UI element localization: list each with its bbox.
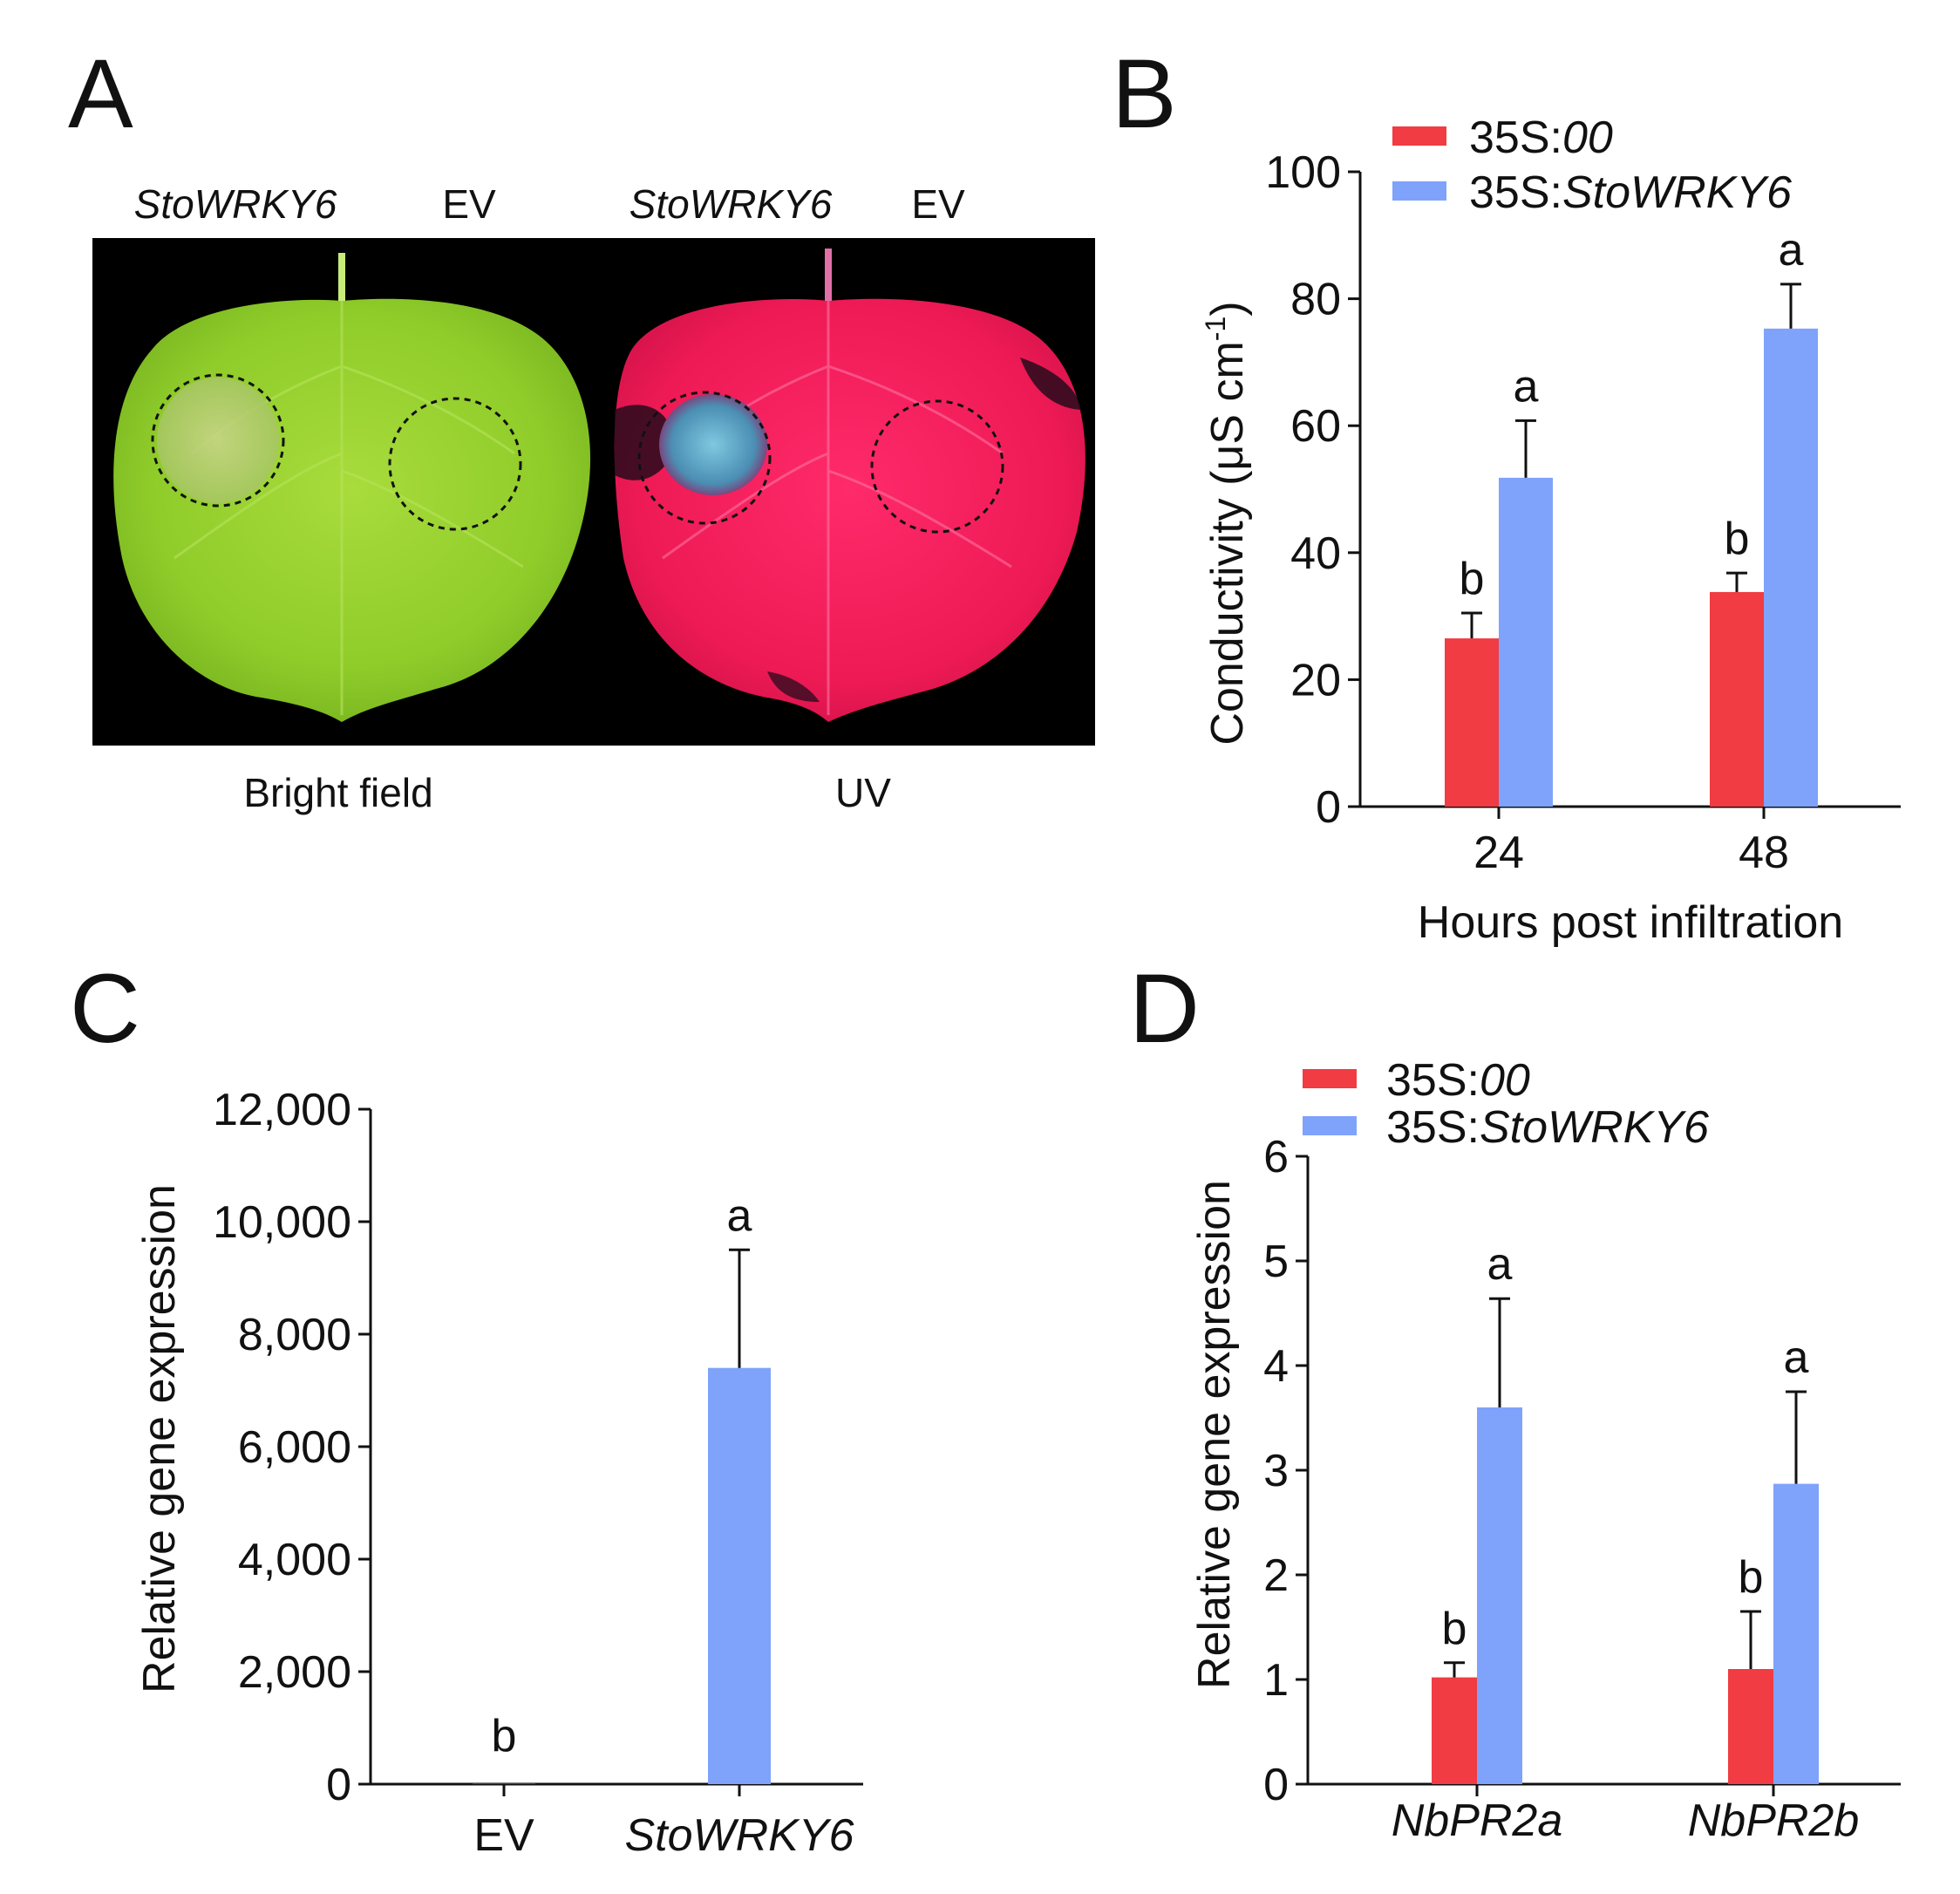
- legend-d-swatch-control: [1303, 1069, 1357, 1088]
- label-a-uv: UV: [835, 770, 891, 815]
- bar-b-35sstowrky6-24: [1499, 477, 1553, 807]
- y-tick-label-d: 4: [1263, 1341, 1289, 1392]
- label-a-bright-field: Bright field: [243, 770, 432, 815]
- panel-letter-d: D: [1129, 954, 1200, 1063]
- significance-letter-b: b: [1460, 554, 1485, 604]
- significance-letter-d: b: [1739, 1552, 1764, 1603]
- chart-d: 35S:00 35S:StoWRKY6 Relative gene expres…: [1189, 1055, 1901, 1846]
- bar-d-35s00-nbpr2a: [1432, 1677, 1477, 1784]
- y-tick-label-d: 2: [1263, 1550, 1289, 1601]
- legend-d-label-control: 35S:00: [1386, 1055, 1530, 1106]
- legend-b-swatch-treatment: [1392, 181, 1446, 201]
- legend-d-swatch-treatment: [1303, 1116, 1357, 1135]
- x-tick-label-b: 24: [1473, 828, 1524, 878]
- label-a-ev-right: EV: [911, 181, 965, 227]
- y-tick-label-b: 100: [1265, 147, 1341, 198]
- y-tick-label-c: 8,000: [238, 1310, 351, 1360]
- leaf-bright-field: [113, 253, 591, 722]
- y-tick-label-d: 3: [1263, 1446, 1289, 1496]
- legend-d-label-treatment: 35S:StoWRKY6: [1386, 1102, 1709, 1153]
- ylabel-c: Relative gene expression: [134, 1184, 185, 1693]
- significance-letter-b: a: [1514, 361, 1539, 412]
- y-tick-label-c: 0: [326, 1760, 351, 1810]
- y-tick-label-c: 4,000: [238, 1535, 351, 1585]
- bar-d-35sstowrky6-nbpr2a: [1477, 1407, 1522, 1784]
- legend-d: 35S:00 35S:StoWRKY6: [1303, 1055, 1709, 1153]
- x-tick-label-d: NbPR2b: [1688, 1795, 1860, 1846]
- y-tick-label-d: 6: [1263, 1132, 1289, 1182]
- legend-b-swatch-control: [1392, 126, 1446, 146]
- panel-letter-c: C: [70, 954, 140, 1063]
- significance-letter-b: a: [1779, 225, 1804, 276]
- y-tick-label-b: 60: [1290, 401, 1341, 452]
- label-a-stowrky6-left: StoWRKY6: [134, 181, 337, 227]
- panel-letter-a: A: [68, 39, 133, 148]
- y-tick-label-b: 20: [1290, 655, 1341, 705]
- significance-letter-d: a: [1784, 1332, 1809, 1383]
- leaf-photo: [92, 238, 1095, 746]
- y-tick-label-c: 2,000: [238, 1647, 351, 1698]
- legend-b: 35S:00 35S:StoWRKY6: [1392, 112, 1792, 218]
- panel-letter-b: B: [1112, 39, 1177, 148]
- legend-b-label-treatment: 35S:StoWRKY6: [1469, 167, 1792, 218]
- bar-b-35s00-24: [1445, 638, 1499, 807]
- chart-c: Relative gene expression 0 2,000 4,000 6,00…: [134, 1085, 863, 1861]
- significance-letter-d: a: [1487, 1239, 1513, 1290]
- bar-b-35sstowrky6-48: [1764, 328, 1818, 807]
- legend-b-label-control: 35S:00: [1469, 112, 1613, 163]
- x-tick-label-c: StoWRKY6: [625, 1810, 854, 1861]
- label-a-ev-left: EV: [442, 181, 496, 227]
- bar-d-35sstowrky6-nbpr2b: [1773, 1483, 1819, 1784]
- bar-d-35s00-nbpr2b: [1728, 1669, 1773, 1784]
- x-tick-label-d: NbPR2a: [1392, 1795, 1563, 1846]
- label-a-stowrky6-right: StoWRKY6: [630, 181, 833, 227]
- ylabel-d: Relative gene expression: [1189, 1180, 1240, 1689]
- y-tick-label-b: 80: [1290, 275, 1341, 325]
- y-tick-label-d: 5: [1263, 1237, 1289, 1287]
- y-tick-label-c: 12,000: [213, 1085, 351, 1135]
- y-tick-label-c: 6,000: [238, 1422, 351, 1473]
- significance-letter-b: b: [1725, 514, 1750, 564]
- y-tick-label-b: 40: [1290, 528, 1341, 579]
- chart-b: 35S:00 35S:StoWRKY6 Conductivity (μS cm-…: [1200, 112, 1901, 948]
- y-tick-label-b: 0: [1316, 782, 1341, 833]
- xlabel-b: Hours post infiltration: [1418, 897, 1843, 948]
- y-tick-label-c: 10,000: [213, 1197, 351, 1248]
- y-tick-label-d: 1: [1263, 1655, 1289, 1706]
- x-tick-label-c: EV: [473, 1810, 534, 1861]
- leaf-uv: [614, 249, 1085, 722]
- significance-letter-d: b: [1442, 1604, 1467, 1654]
- significance-letter-c: b: [492, 1711, 517, 1761]
- ylabel-b: Conductivity (μS cm-1): [1200, 301, 1253, 745]
- bar-c-expression-stowrky6: [708, 1367, 771, 1784]
- significance-letter-c: a: [727, 1190, 752, 1241]
- y-tick-label-d: 0: [1263, 1760, 1289, 1810]
- x-tick-label-b: 48: [1739, 828, 1789, 878]
- bar-b-35s00-48: [1710, 591, 1764, 807]
